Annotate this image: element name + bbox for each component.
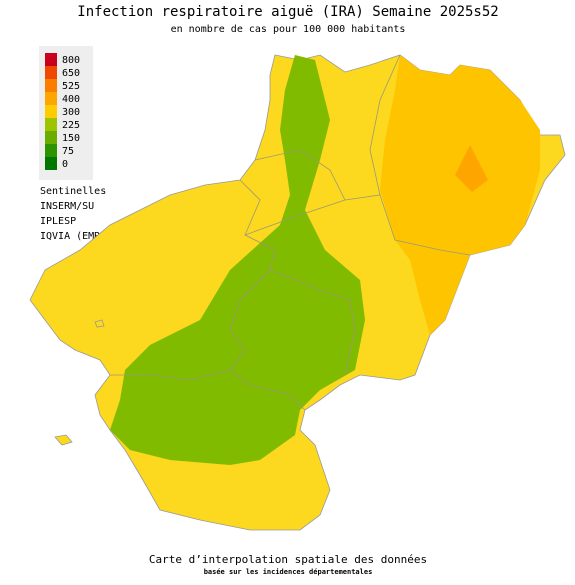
legend-swatch [45,79,57,92]
source-label: IQVIA (EMR) [40,231,106,242]
region-orange-yellow [380,55,540,335]
footer-line-2: basée sur les incidences départementales [204,568,373,576]
source-label: INSERM/SU [40,201,94,212]
legend-label: 150 [62,133,80,144]
footer-line-1: Carte d’interpolation spatiale des donné… [149,553,427,566]
sources: Sentinelles INSERM/SU IPLESP IQVIA (EMR) [40,186,106,242]
legend-swatch [45,157,57,170]
legend-swatch [45,105,57,118]
island [54,434,73,446]
legend-label: 75 [62,146,74,157]
legend-swatch [45,118,57,131]
title: Infection respiratoire aiguë (IRA) Semai… [77,4,498,20]
legend-swatch [45,131,57,144]
legend-label: 650 [62,68,80,79]
island [94,319,105,328]
region-green [110,55,365,465]
legend-label: 300 [62,107,80,118]
legend-swatch [45,92,57,105]
legend: 800 650 525 400 300 225 150 75 0 [45,53,80,170]
map [29,54,566,531]
source-label: Sentinelles [40,186,106,197]
legend-swatch [45,144,57,157]
legend-swatch [45,53,57,66]
department-borders [110,54,471,411]
legend-label: 225 [62,120,80,131]
legend-label: 525 [62,81,80,92]
subtitle: en nombre de cas pour 100 000 habitants [171,24,406,35]
source-label: IPLESP [40,216,76,227]
region-orange [455,145,488,192]
legend-label: 0 [62,159,68,170]
legend-label: 800 [62,55,80,66]
legend-swatch [45,66,57,79]
legend-label: 400 [62,94,80,105]
